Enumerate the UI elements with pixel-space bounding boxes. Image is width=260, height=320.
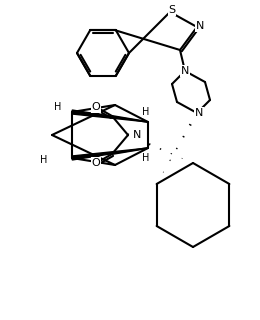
Polygon shape — [72, 110, 148, 122]
Text: H: H — [40, 155, 48, 165]
Text: N: N — [133, 130, 141, 140]
Polygon shape — [72, 148, 148, 160]
Text: O: O — [92, 158, 100, 168]
Text: N: N — [195, 108, 203, 118]
Text: H: H — [54, 102, 62, 112]
Text: N: N — [181, 66, 189, 76]
Text: S: S — [168, 5, 176, 15]
Text: N: N — [196, 21, 204, 31]
Text: O: O — [92, 102, 100, 112]
Text: H: H — [142, 107, 150, 117]
Text: H: H — [142, 153, 150, 163]
